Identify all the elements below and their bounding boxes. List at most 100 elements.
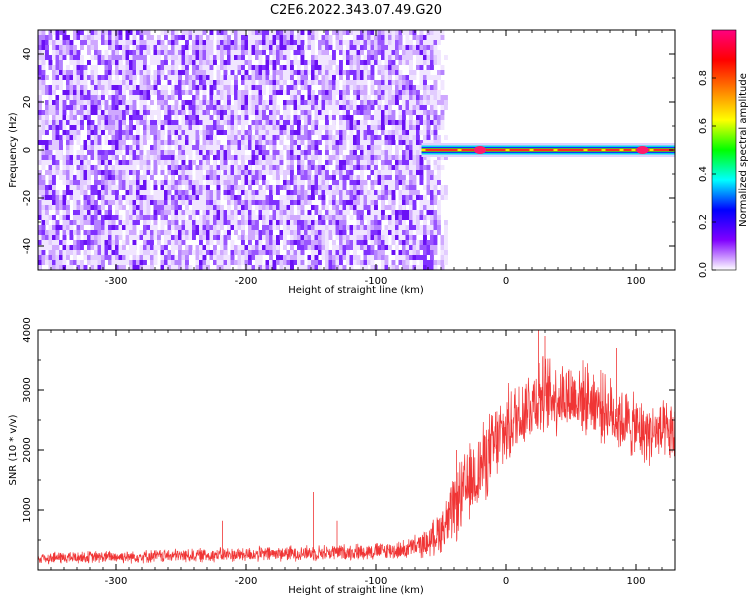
heat-cell [118,180,123,190]
heat-cell [349,200,354,205]
signal-peak-spot [474,146,486,154]
heat-cell [300,200,305,205]
heat-cell [272,215,277,220]
heat-cell [430,210,434,215]
heat-cell [342,40,347,45]
heat-cell [136,265,140,270]
heat-cell [258,50,263,55]
heat-cell [199,110,203,115]
heat-cell [370,135,375,145]
heat-cell [311,215,315,220]
heat-cell [66,120,70,125]
heat-cell [430,95,434,100]
heat-cell [136,120,140,125]
heat-cell [234,160,238,165]
heat-cell [118,140,123,150]
heat-cell [108,175,112,180]
heat-cell [283,75,287,80]
heat-cell [199,205,203,210]
heat-cell [405,265,410,270]
heat-cell [195,250,200,255]
heat-cell [339,180,343,190]
heat-cell [108,35,112,40]
heatmap-y-label: Frequency (Hz) [8,112,19,188]
heat-cell [409,50,413,55]
heat-cell [227,120,231,125]
heat-cell [283,215,287,225]
heat-cell [272,185,277,195]
heat-cell [83,40,88,45]
heat-cell [349,60,354,65]
heat-cell [248,180,252,185]
heat-cell [132,150,137,160]
heat-cell [318,240,322,245]
heat-cell [307,245,312,250]
heat-cell [206,190,210,200]
heat-cell [104,115,109,120]
heat-cell [279,200,284,205]
heat-cell [419,225,424,235]
heat-cell [311,190,315,200]
heat-cell [167,190,172,195]
heat-cell [244,195,249,200]
heat-cell [202,165,207,170]
heat-cell [328,175,333,180]
heat-cell [69,250,74,255]
heat-cell [297,70,301,75]
heat-cell [167,70,172,75]
heat-cell [160,95,165,100]
heat-cell [38,150,42,160]
heat-cell [171,185,175,190]
heat-cell [153,165,158,170]
heat-cell [346,225,350,230]
heat-cell [153,200,158,205]
heat-cell [367,155,371,160]
heat-cell [244,130,249,135]
heat-cell [48,175,53,180]
heat-cell [430,180,434,185]
heat-cell [244,210,249,220]
heat-cell [318,165,322,175]
heat-cell [269,155,273,165]
heat-cell [314,80,319,85]
heat-cell [62,115,67,120]
heat-cell [52,50,56,60]
heat-cell [122,70,126,80]
heat-cell [276,90,280,95]
heat-cell [335,80,340,85]
heat-cell [360,45,364,50]
heat-cell [262,225,266,235]
heat-cell [437,190,441,195]
heat-cell [104,180,109,185]
heat-cell [402,155,406,165]
heat-cell [129,60,133,70]
heat-cell [66,200,70,205]
heat-cell [332,100,336,110]
heat-cell [143,245,147,250]
heat-cell [314,190,319,195]
heat-cell [216,260,221,265]
heat-cell [62,165,67,170]
heat-cell [202,30,207,35]
heat-cell [321,65,326,75]
heat-cell [423,165,427,170]
heat-cell [150,125,154,135]
heat-cell [115,40,119,45]
heat-cell [265,80,270,85]
heat-cell [241,175,245,180]
heat-cell [419,165,424,170]
heat-cell [363,120,368,125]
heat-cell [269,255,273,260]
heat-cell [104,235,109,240]
heat-cell [405,135,410,145]
heat-cell [244,175,249,185]
heat-cell [132,135,137,140]
heat-cell [213,55,217,60]
heat-cell [395,255,399,260]
heat-cell [202,200,207,205]
heat-cell [398,70,403,75]
heat-cell [332,185,336,190]
heat-cell [202,260,207,265]
heat-cell [339,245,343,250]
heat-cell [83,240,88,245]
